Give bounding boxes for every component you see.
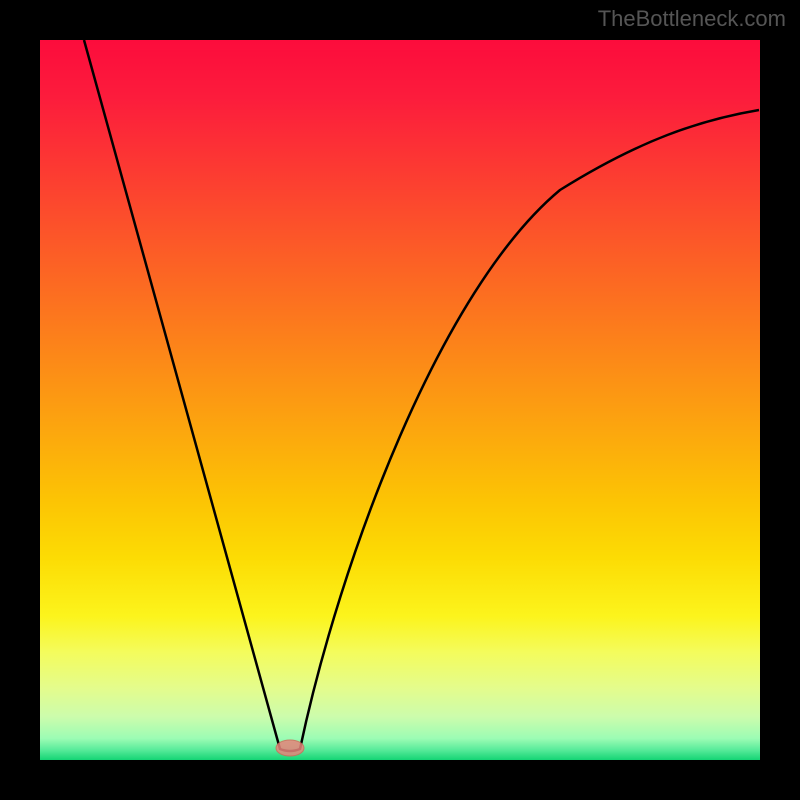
- optimum-marker: [276, 740, 304, 756]
- chart-canvas: [0, 0, 800, 800]
- bottleneck-chart: TheBottleneck.com: [0, 0, 800, 800]
- plot-area: [40, 40, 760, 760]
- watermark-text: TheBottleneck.com: [598, 6, 786, 32]
